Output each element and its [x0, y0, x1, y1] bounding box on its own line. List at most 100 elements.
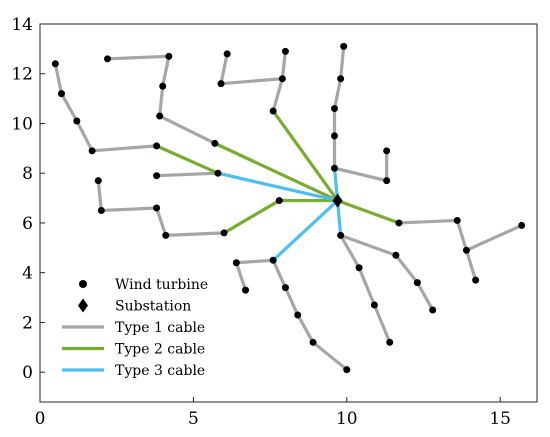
turbine-point: [269, 107, 277, 115]
axis-ticks: 0 5 10 15 0 2 4 6 8 10 12 14: [11, 15, 511, 429]
turbine-point: [51, 60, 59, 68]
cable-type1-segment: [164, 231, 226, 237]
legend: Wind turbine Substation Type 1 cable Type 2…: [62, 277, 208, 379]
y-tick-label: 10: [11, 114, 33, 134]
plot-area: [40, 24, 537, 402]
turbine-point: [395, 219, 403, 227]
turbine-point: [153, 204, 161, 212]
y-tick-label: 0: [22, 363, 33, 383]
cable-type2-segment: [222, 198, 281, 235]
cable-type1-segment: [397, 218, 459, 225]
cable-type2-segment: [154, 144, 220, 175]
cable-type1-segment: [339, 44, 346, 81]
cable-type1-segment: [339, 233, 398, 257]
substation-marker: [332, 193, 343, 208]
cable-type1-segment: [105, 54, 171, 61]
turbine-point: [159, 82, 167, 90]
y-tick-label: 8: [22, 164, 33, 184]
cable-type1-segment: [296, 313, 315, 344]
cable-type1-segment: [280, 49, 288, 81]
legend-turbine-marker: [79, 280, 87, 288]
turbine-point: [294, 311, 302, 319]
turbine-point: [278, 75, 286, 83]
cable-type1-segment: [90, 144, 159, 153]
turbine-point: [337, 231, 345, 239]
cable-type1-segment: [234, 261, 248, 292]
y-tick-label: 6: [22, 214, 33, 234]
turbine-point: [413, 279, 421, 287]
y-tick-label: 12: [11, 65, 33, 85]
turbine-point: [309, 338, 317, 346]
x-tick-label: 0: [35, 409, 46, 429]
turbine-point: [453, 216, 461, 224]
turbine-point: [331, 132, 339, 140]
turbine-point: [165, 52, 173, 60]
x-tick-label: 15: [489, 409, 511, 429]
turbine-point: [343, 366, 351, 374]
cable-type1-segment: [75, 119, 94, 153]
cable-type1-segment: [53, 62, 64, 96]
cable-type1-segment: [283, 286, 300, 317]
cable-type1-segment: [161, 54, 171, 88]
cable-layer: [53, 44, 524, 372]
turbine-point: [156, 112, 164, 120]
turbine-point: [103, 55, 111, 63]
cable-type3-segment: [271, 198, 340, 262]
turbine-point: [340, 42, 348, 50]
cable-type1-segment: [372, 303, 392, 344]
cable-type1-segment: [357, 266, 377, 307]
turbine-point: [429, 306, 437, 314]
turbine-point: [217, 80, 225, 88]
cable-type1-segment: [464, 223, 524, 252]
legend-label: Substation: [115, 299, 191, 315]
x-tick-label: 5: [188, 409, 199, 429]
turbine-point: [88, 147, 96, 155]
cable-type1-segment: [234, 258, 275, 265]
turbine-point: [331, 164, 339, 172]
cable-type1-segment: [219, 52, 229, 86]
cable-type1-segment: [219, 77, 284, 86]
turbine-point: [518, 221, 526, 229]
cable-type1-segment: [158, 114, 217, 145]
legend-substation-marker: [78, 298, 88, 313]
cable-type2-segment: [335, 198, 401, 225]
legend-label: Wind turbine: [115, 277, 208, 293]
turbine-point: [337, 75, 345, 83]
cable-type1-segment: [415, 281, 435, 312]
turbine-point: [383, 147, 391, 155]
turbine-point: [242, 286, 250, 294]
turbine-point: [355, 264, 363, 272]
cable-type1-segment: [464, 248, 478, 282]
cable-type2-segment: [271, 109, 340, 203]
cable-type1-segment: [59, 92, 79, 123]
turbine-point: [386, 338, 394, 346]
substation-layer: [332, 193, 343, 208]
turbine-point: [153, 172, 161, 180]
turbine-point: [383, 177, 391, 185]
cable-type1-segment: [455, 218, 469, 252]
turbine-point: [214, 169, 222, 177]
cable-type1-segment: [154, 206, 168, 237]
cable-type3-segment: [216, 171, 340, 203]
turbine-point: [73, 117, 81, 125]
turbine-point: [94, 177, 102, 185]
cable-type1-segment: [311, 340, 349, 372]
turbine-point: [153, 142, 161, 150]
y-tick-label: 14: [11, 15, 33, 35]
turbine-point: [220, 229, 228, 237]
turbine-point: [472, 276, 480, 284]
turbine-point: [275, 197, 283, 205]
turbine-point: [392, 251, 400, 259]
turbine-point: [57, 90, 65, 98]
cable-type1-segment: [332, 166, 389, 183]
cable-type1-segment: [154, 171, 220, 178]
cable-type1-segment: [96, 179, 103, 213]
turbine-point: [211, 139, 219, 147]
cable-type1-segment: [339, 233, 361, 270]
turbine-point: [162, 231, 170, 239]
turbine-point: [232, 259, 240, 267]
turbine-point: [97, 207, 105, 215]
cable-type1-segment: [394, 253, 419, 285]
legend-label: Type 2 cable: [115, 342, 205, 358]
